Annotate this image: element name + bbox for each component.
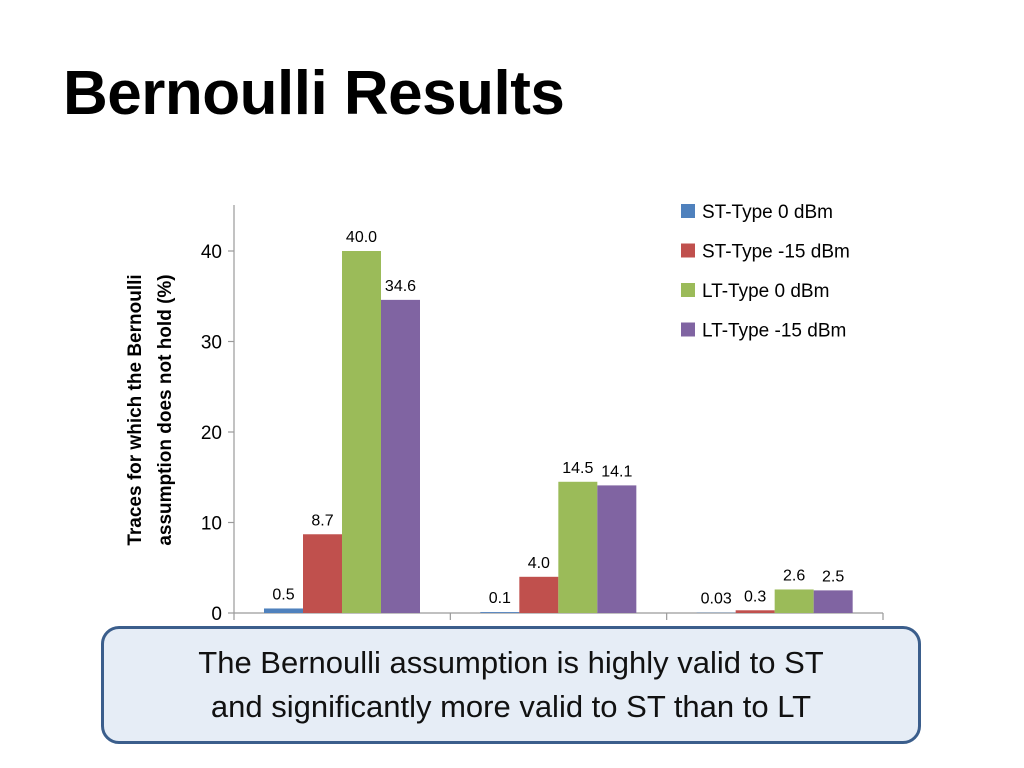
y-axis-title-line-1: Traces for which the Bernoulli xyxy=(125,274,146,545)
legend-swatch xyxy=(681,243,695,258)
legend-swatch xyxy=(681,204,695,218)
y-tick-label: 0 xyxy=(211,604,222,625)
legend-entry: ST-Type -15 dBm xyxy=(702,242,850,263)
y-tick-label: 30 xyxy=(201,333,222,354)
data-label: 14.5 xyxy=(562,460,593,477)
data-label: 4.0 xyxy=(528,555,550,572)
bar xyxy=(597,485,637,613)
data-label: 8.7 xyxy=(311,512,333,529)
data-label: 2.6 xyxy=(783,567,805,584)
bar xyxy=(558,481,598,613)
bar xyxy=(342,251,381,613)
bar-chart: Traces for which the Bernoulli assumptio… xyxy=(125,202,884,625)
data-label: 0.5 xyxy=(272,586,294,603)
bar xyxy=(480,612,520,613)
y-tick-label: 10 xyxy=(201,514,222,535)
chart-bars xyxy=(264,251,853,613)
slide-title: Bernoulli Results xyxy=(63,59,565,128)
y-axis-title-line-2: assumption does not hold (%) xyxy=(155,274,176,545)
bar xyxy=(774,589,814,613)
legend-entry: LT-Type -15 dBm xyxy=(702,321,846,342)
bar xyxy=(813,590,853,613)
legend-swatch xyxy=(681,283,695,297)
legend-entry: LT-Type 0 dBm xyxy=(702,281,829,302)
bar xyxy=(381,299,420,613)
data-label: 0.3 xyxy=(744,588,766,605)
bar xyxy=(735,610,775,613)
legend-swatch xyxy=(681,322,695,337)
conclusion-text: The Bernoulli assumption is highly valid… xyxy=(198,641,823,729)
data-label: 14.1 xyxy=(601,463,632,480)
data-label: 40.0 xyxy=(346,229,377,246)
data-label: 0.03 xyxy=(701,591,732,608)
chart-legend: ST-Type 0 dBm ST-Type -15 dBm LT-Type 0 dB… xyxy=(681,202,850,342)
data-labels: 0.5 0.1 0.03 8.7 4.0 0.3 40.0 14.5 2.6 34.6 14.1 2.… xyxy=(272,229,844,608)
y-tick-label: 40 xyxy=(201,242,222,263)
y-tick-labels: 0 10 20 30 40 xyxy=(201,242,222,625)
conclusion-line-2: and significantly more valid to ST than … xyxy=(210,689,812,724)
bar xyxy=(303,534,342,613)
bar xyxy=(264,608,303,613)
data-label: 2.5 xyxy=(822,568,844,585)
data-label: 0.1 xyxy=(489,590,511,607)
y-tick-label: 20 xyxy=(201,423,222,444)
bar xyxy=(519,576,559,613)
legend-entry: ST-Type 0 dBm xyxy=(702,202,833,223)
data-label: 34.6 xyxy=(385,278,416,295)
y-axis-title: Traces for which the Bernoulli assumptio… xyxy=(125,274,176,545)
conclusion-line-1: The Bernoulli assumption is highly valid… xyxy=(198,645,824,680)
conclusion-callout: The Bernoulli assumption is highly valid… xyxy=(101,626,921,744)
